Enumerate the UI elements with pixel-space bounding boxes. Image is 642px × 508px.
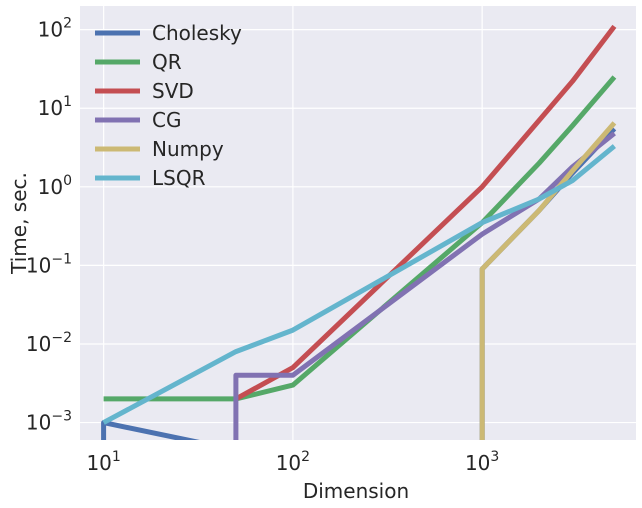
series-layer — [101, 24, 617, 440]
y-tick-label: 102 — [38, 16, 72, 42]
legend-label-numpy: Numpy — [152, 137, 224, 161]
y-tick-label: 10−3 — [26, 409, 72, 435]
legend: Cholesky QR SVD CG Numpy LSQR — [95, 21, 242, 190]
plot-background — [80, 6, 636, 440]
x-tick-label: 101 — [86, 449, 120, 475]
y-tick-label: 10−1 — [26, 251, 72, 277]
y-axis-label: Time, sec. — [7, 172, 31, 275]
y-axis-ticks: 10−3 10−2 10−1 100 101 102 — [26, 16, 72, 435]
x-tick-label: 102 — [276, 449, 310, 475]
y-tick-label: 101 — [38, 94, 72, 120]
series-line-numpy — [479, 121, 617, 440]
legend-label-cholesky: Cholesky — [152, 21, 242, 45]
x-axis-ticks: 101 102 103 — [86, 449, 499, 475]
x-tick-label: 103 — [465, 449, 499, 475]
series-line-lsqr — [102, 144, 616, 425]
y-tick-label: 10−2 — [26, 330, 72, 356]
x-axis-label: Dimension — [303, 479, 409, 503]
legend-label-qr: QR — [152, 50, 182, 74]
legend-label-cg: CG — [152, 108, 181, 132]
legend-label-lsqr: LSQR — [152, 166, 206, 190]
legend-label-svd: SVD — [152, 79, 194, 103]
y-tick-label: 100 — [38, 173, 72, 199]
series-line-cg — [233, 131, 616, 440]
